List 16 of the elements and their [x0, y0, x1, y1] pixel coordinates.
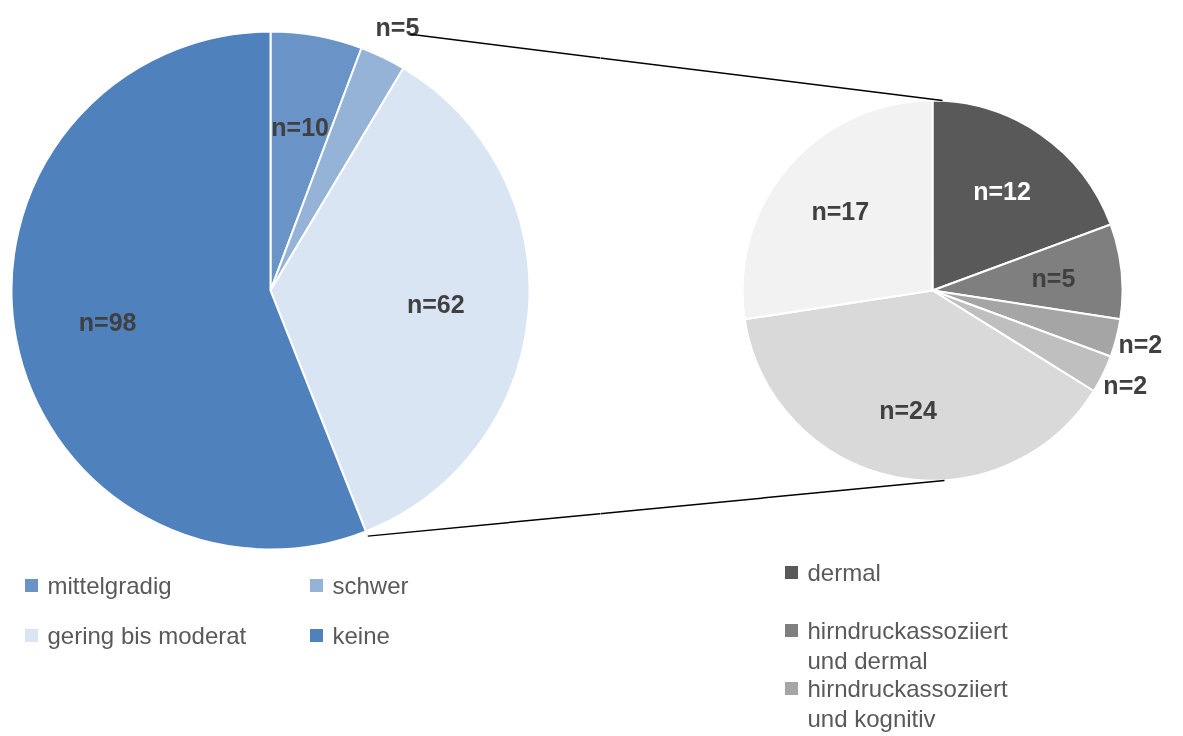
- data-label: n=2: [1118, 330, 1163, 359]
- legend-label: mittelgradig: [47, 572, 172, 599]
- data-label: n=5: [1031, 264, 1076, 293]
- legend-label: dermal: [807, 559, 881, 586]
- data-label: n=24: [879, 395, 937, 424]
- data-label: n=17: [811, 197, 870, 226]
- data-label: n=98: [78, 307, 137, 336]
- legend-label: gering bis moderat: [47, 622, 247, 649]
- data-label: n=2: [1103, 371, 1148, 400]
- data-label: n=62: [406, 289, 465, 318]
- legend-label: schwer: [332, 572, 409, 599]
- data-label: n=5: [375, 12, 420, 41]
- data-label: n=12: [973, 176, 1031, 205]
- data-label: n=10: [271, 113, 329, 142]
- legend-label: hirndruckassoziiert und kognitiv: [807, 675, 1008, 732]
- legend-label: keine: [332, 622, 390, 649]
